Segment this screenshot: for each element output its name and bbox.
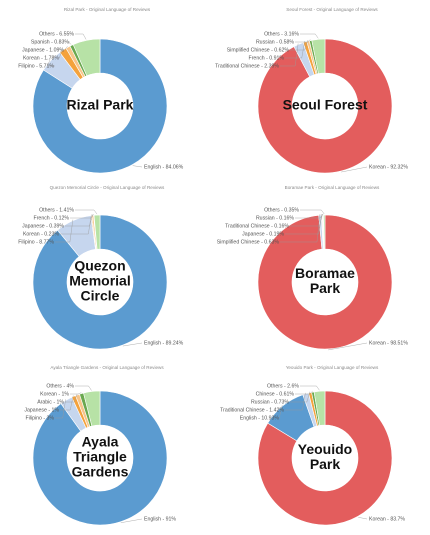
slice-label: English - 84.06% — [144, 164, 184, 170]
slice-label: Filipino - 3% — [25, 415, 54, 421]
center-label: Memorial — [69, 273, 130, 289]
slice-label: Korean - 83.7% — [369, 516, 405, 522]
slice-label: Arabic - 1% — [37, 399, 64, 405]
slice-label: Japanese - 0.19% — [242, 231, 284, 237]
slice-label: Simplified Chinese - 0.63% — [217, 239, 280, 245]
center-label: Seoul Forest — [283, 97, 368, 113]
leader-line — [290, 40, 309, 51]
leader-line — [280, 43, 299, 67]
center-label: Boramae — [295, 265, 355, 281]
slice-label: Others - 0.35% — [264, 207, 299, 213]
slice-label: Korean - 0.23% — [23, 231, 59, 237]
leader-line — [65, 214, 93, 227]
donut-hole — [67, 73, 133, 139]
center-label: Yeouido — [298, 441, 352, 457]
center-label: Quezon — [74, 258, 125, 274]
leader-line — [328, 342, 368, 351]
leader-line — [60, 214, 92, 235]
slice-label: Korean - 98.51% — [369, 340, 408, 346]
slice-label: English - 89.24% — [144, 340, 184, 346]
slice-label: English - 91% — [144, 516, 176, 522]
donut-hole — [292, 249, 358, 315]
leader-line — [280, 214, 321, 243]
slice-label: Traditional Chinese - 0.16% — [225, 223, 289, 229]
slice-label: Chinese - 0.61% — [256, 391, 295, 397]
slice-label: French - 0.91% — [249, 55, 285, 61]
leader-line — [60, 395, 74, 411]
leader-line — [358, 517, 368, 520]
slice-label: Korean - 92.32% — [369, 164, 408, 170]
slice-label: Traditional Chinese - 2.39% — [215, 63, 279, 69]
leader-line — [75, 385, 92, 391]
slice-label: Korean - 1.78% — [23, 55, 59, 61]
leader-line — [70, 214, 94, 219]
leader-line — [75, 209, 98, 215]
slice-label: Japanese - 1% — [24, 407, 59, 413]
leader-line — [46, 59, 55, 67]
slice-label: Spanish - 0.83% — [31, 39, 69, 45]
leader-line — [341, 166, 368, 173]
leader-line — [285, 41, 305, 59]
slice-label: Others - 6.55% — [39, 31, 74, 37]
center-label: Ayala — [82, 434, 119, 450]
chart-title: Rizal Park - Original Language of Review… — [64, 7, 151, 12]
center-label: Circle — [81, 288, 120, 304]
leader-line — [295, 213, 324, 219]
slice-label: Others - 1.41% — [39, 207, 74, 213]
slice-label: Others - 4% — [46, 383, 74, 389]
donut-hole — [292, 425, 358, 491]
donut-hole — [67, 249, 133, 315]
leader-line — [300, 385, 320, 391]
leader-line — [132, 165, 143, 168]
leader-line — [290, 213, 323, 227]
leader-line — [55, 219, 74, 243]
slice-label: English - 10.93% — [240, 415, 280, 421]
chart-title: Boramae Park - Original Language of Revi… — [285, 185, 380, 190]
leader-line — [70, 392, 82, 395]
slice-label: Japanese - 0.39% — [22, 223, 64, 229]
chart-title: Yeouido Park - Original Language of Revi… — [286, 365, 379, 370]
slice-label: Russian - 0.73% — [251, 399, 289, 405]
leader-line — [295, 390, 313, 395]
leader-line — [285, 392, 306, 411]
chart-title: Quezon Memorial Circle - Original Langua… — [50, 185, 165, 190]
chart-title: Ayala Triangle Gardens - Original Langua… — [50, 365, 164, 370]
leader-line — [278, 405, 283, 419]
slice-label: Filipino - 5.71% — [18, 63, 54, 69]
slice-label: Russian - 0.58% — [256, 39, 294, 45]
slice-label: Japanese - 1.09% — [22, 47, 64, 53]
leader-line — [120, 518, 143, 523]
slice-label: Korean - 1% — [40, 391, 69, 397]
donut-hole — [67, 425, 133, 491]
slice-label: French - 0.12% — [34, 215, 70, 221]
center-label: Rizal Park — [67, 97, 134, 113]
leader-line — [290, 391, 311, 403]
slice-label: Russian - 0.16% — [256, 215, 294, 221]
slice-label: Traditional Chinese - 1.42% — [220, 407, 284, 413]
leader-line — [58, 49, 63, 59]
leader-line — [75, 33, 87, 40]
leader-line — [300, 209, 325, 215]
leader-line — [64, 46, 68, 51]
leader-line — [65, 393, 78, 403]
chart-title: Seoul Forest - Original Language of Revi… — [286, 7, 378, 12]
donut-hole — [292, 73, 358, 139]
center-label: Park — [310, 456, 341, 472]
slice-label: Filipino - 8.77% — [18, 239, 54, 245]
slice-label: Others - 3.16% — [264, 31, 299, 37]
center-label: Gardens — [72, 464, 129, 480]
leader-line — [55, 399, 66, 419]
leader-line — [122, 342, 143, 347]
center-label: Park — [310, 280, 341, 296]
leader-line — [67, 41, 72, 45]
slice-label: Simplified Chinese - 0.62% — [227, 47, 290, 53]
leader-line — [300, 33, 319, 39]
leader-line — [295, 39, 311, 43]
slice-label: Others - 2.6% — [267, 383, 299, 389]
center-label: Triangle — [73, 449, 127, 465]
